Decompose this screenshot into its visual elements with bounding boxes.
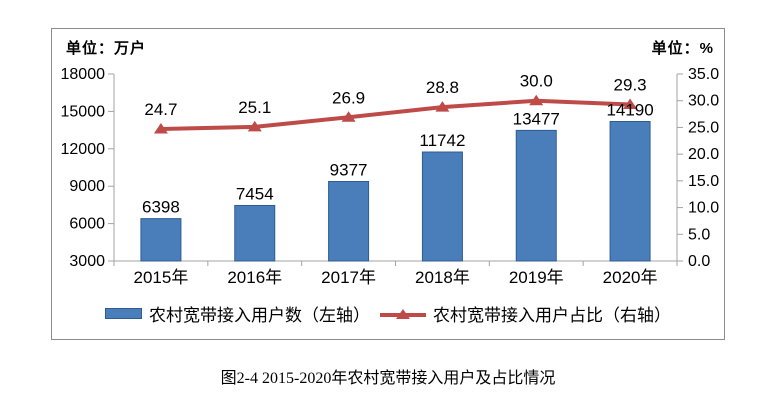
- line-value-label: 29.3: [614, 75, 647, 94]
- bar-2018年: [421, 151, 463, 262]
- line-marker-2018年: [435, 101, 450, 112]
- line-marker-2016年: [247, 120, 262, 132]
- legend-bar-series-label: 农村宽带接入用户数（左轴）: [149, 306, 370, 325]
- category-label: 2019年: [509, 268, 564, 287]
- left-axis-tick-label: 18000: [61, 66, 106, 83]
- line-series-marker-icon: [380, 308, 426, 319]
- left-axis-tick-label: 3000: [69, 253, 105, 270]
- line-series-path: [160, 98, 631, 132]
- chart-frame: 单位：万户 单位：% 3000 6000 9000 12000 15000 18000 0.…: [51, 28, 725, 340]
- legend-item-line-series: 农村宽带接入用户占比（右轴）: [380, 301, 671, 326]
- right-axis-tick-label: 35.0: [688, 66, 719, 83]
- bar-value-label: 6398: [142, 198, 180, 217]
- right-axis-tick-label: 5.0: [688, 226, 710, 243]
- line-value-label: 25.1: [238, 98, 271, 117]
- bar-2017年: [328, 181, 370, 262]
- line-marker-2015年: [153, 123, 168, 134]
- chart-legend: 农村宽带接入用户数（左轴） 农村宽带接入用户占比（右轴）: [52, 301, 724, 326]
- left-axis-unit-label: 单位：万户: [66, 40, 147, 57]
- category-label: 2015年: [134, 268, 189, 287]
- right-axis-tick-label: 0.0: [688, 253, 710, 270]
- line-marker-2017年: [341, 111, 356, 122]
- category-label: 2018年: [415, 268, 470, 287]
- bar-value-label: 13477: [513, 109, 560, 128]
- line-marker-2020年: [623, 98, 638, 109]
- bar-2016年: [234, 204, 276, 262]
- category-label: 2017年: [321, 268, 376, 287]
- category-label: 2020年: [603, 268, 658, 287]
- bar-2019年: [515, 129, 557, 262]
- plot-area: 3000 6000 9000 12000 15000 18000 0.0 5.0 10.0 15.…: [61, 66, 720, 287]
- right-axis-tick-label: 25.0: [688, 119, 719, 136]
- left-axis-tick-label: 9000: [69, 178, 105, 195]
- left-axis-tick-label: 12000: [61, 141, 106, 158]
- bar-value-label: 14190: [606, 100, 653, 119]
- bar-series-swatch-icon: [105, 308, 142, 319]
- right-axis-tick-label: 30.0: [688, 93, 719, 110]
- right-axis-tick-label: 15.0: [688, 173, 719, 190]
- line-value-label: 30.0: [520, 72, 553, 91]
- right-axis-unit-label: 单位：%: [651, 40, 714, 57]
- bar-2020年: [609, 120, 651, 262]
- legend-line-triangle: [396, 308, 410, 319]
- chart-caption: 图2-4 2015-2020年农村宽带接入用户及占比情况: [220, 370, 556, 387]
- right-axis-tick-label: 20.0: [688, 146, 719, 163]
- left-axis-tick-label: 15000: [61, 103, 106, 120]
- category-label: 2016年: [227, 268, 282, 287]
- bar-2015年: [140, 218, 182, 262]
- legend-line-series-label: 农村宽带接入用户占比（右轴）: [433, 306, 671, 325]
- bar-value-label: 9377: [330, 161, 368, 180]
- line-value-label: 28.8: [426, 78, 459, 97]
- legend-item-bar-series: 农村宽带接入用户数（左轴）: [105, 301, 370, 326]
- bar-value-label: 7454: [236, 184, 274, 203]
- line-value-label: 26.9: [332, 88, 365, 107]
- right-axis-tick-label: 10.0: [688, 200, 719, 217]
- left-axis-tick-label: 6000: [69, 216, 105, 233]
- line-value-label: 24.7: [144, 100, 177, 119]
- line-marker-2019年: [529, 94, 544, 106]
- bar-value-label: 11742: [419, 131, 465, 150]
